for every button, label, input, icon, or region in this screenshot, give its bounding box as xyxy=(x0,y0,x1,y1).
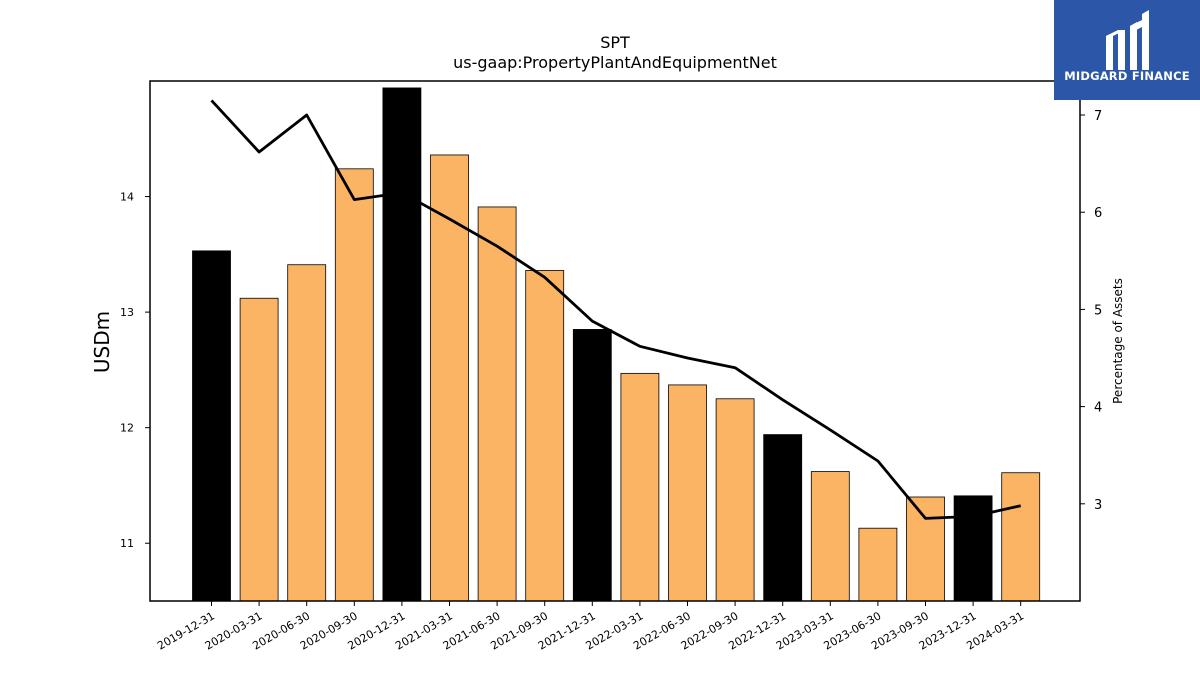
y-tick-label: 11 xyxy=(120,537,134,550)
y2-tick-label: 3 xyxy=(1094,498,1102,513)
y2-tick-label: 4 xyxy=(1094,401,1102,416)
y-axis-label: USDm xyxy=(90,311,114,373)
bar-2021-12-31 xyxy=(572,329,612,602)
logo-mark-icon xyxy=(1106,10,1149,70)
bar-2020-09-30 xyxy=(334,168,374,602)
logo-text: MIDGARD FINANCE xyxy=(1064,69,1190,83)
y-tick-label: 12 xyxy=(120,422,134,435)
bar-2020-12-31 xyxy=(382,87,422,602)
bar-2023-06-30 xyxy=(858,527,898,602)
y-tick-label: 14 xyxy=(120,191,134,204)
y-axis-right: 3 4 5 6 7 xyxy=(1080,109,1102,513)
y2-tick-label: 5 xyxy=(1094,303,1102,318)
bar-2020-03-31 xyxy=(239,297,279,602)
bar-2021-09-30 xyxy=(525,270,565,602)
bar-2021-03-31 xyxy=(430,154,469,602)
percentage-line xyxy=(210,99,1022,520)
bar-2022-03-31 xyxy=(620,372,660,602)
bar-2020-06-30 xyxy=(287,264,327,602)
bar-2022-12-31 xyxy=(763,434,803,602)
line-group xyxy=(210,99,1022,520)
y2-tick-label: 6 xyxy=(1094,206,1102,221)
bar-2023-12-31 xyxy=(953,495,993,602)
y2-axis-label: Percentage of Assets xyxy=(1111,278,1125,404)
bar-2022-06-30 xyxy=(668,384,707,602)
x-axis: 2019-12-312020-03-312020-06-302020-09-30… xyxy=(155,601,1026,653)
bar-2019-12-31 xyxy=(192,250,231,602)
y-tick-label: 13 xyxy=(120,306,134,319)
chart-subtitle: us-gaap:PropertyPlantAndEquipmentNet xyxy=(453,53,777,72)
chart-title: SPT xyxy=(600,33,630,52)
bars-group xyxy=(192,87,1041,602)
bar-2022-09-30 xyxy=(715,398,755,602)
y-axis-left: 11 12 13 14 xyxy=(120,191,150,550)
bar-2023-03-31 xyxy=(810,471,850,602)
plot-frame xyxy=(149,80,1081,602)
bar-2024-03-31 xyxy=(1001,472,1041,602)
bar-2021-06-30 xyxy=(477,206,517,602)
y2-tick-label: 7 xyxy=(1094,109,1102,124)
midgard-finance-logo: MIDGARD FINANCE xyxy=(1054,0,1200,100)
bar-2023-09-30 xyxy=(906,496,945,602)
